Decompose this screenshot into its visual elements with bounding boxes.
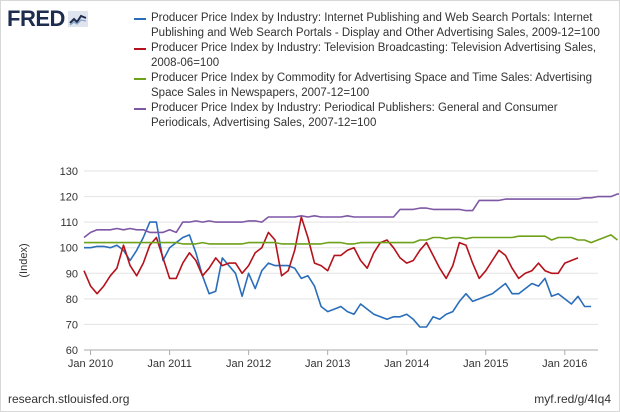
legend-entry: Producer Price Index by Industry: Televi… (134, 41, 614, 70)
series-line (84, 221, 592, 328)
fred-logo-text: FRED (7, 6, 65, 31)
x-tick-label: Jan 2014 (384, 358, 429, 370)
y-tick-label: 60 (66, 345, 78, 357)
legend-swatch (134, 48, 146, 50)
legend-swatch (134, 78, 146, 80)
y-tick-label: 90 (66, 268, 78, 280)
y-tick-label: 120 (60, 192, 78, 204)
legend-swatch (134, 18, 146, 20)
x-tick-label: Jan 2015 (463, 358, 508, 370)
series-line (83, 216, 579, 295)
legend-label: Producer Price Index by Industry: Period… (151, 102, 558, 129)
y-tick-label: 80 (66, 294, 78, 306)
x-tick-label: Jan 2012 (226, 358, 271, 370)
fred-logo[interactable]: FRED (7, 5, 88, 33)
series-line (83, 193, 619, 239)
legend-entry: Producer Price Index by Industry: Intern… (134, 11, 614, 40)
legend-label: Producer Price Index by Industry: Televi… (151, 42, 597, 69)
y-tick-label: 100 (60, 243, 78, 255)
trend-line-icon (67, 11, 88, 27)
x-tick-label: Jan 2010 (68, 358, 113, 370)
x-tick-label: Jan 2016 (542, 358, 587, 370)
y-tick-label: 110 (60, 217, 78, 229)
legend-entry: Producer Price Index by Commodity for Ad… (134, 71, 614, 100)
y-axis-label: (Index) (18, 243, 30, 277)
legend-label: Producer Price Index by Commodity for Ad… (151, 72, 593, 99)
chart-legend: Producer Price Index by Industry: Intern… (134, 11, 614, 131)
y-tick-label: 70 (66, 319, 78, 331)
x-tick-label: Jan 2011 (147, 358, 191, 370)
legend-label: Producer Price Index by Industry: Intern… (151, 12, 600, 39)
y-tick-label: 130 (60, 166, 78, 178)
short-link[interactable]: myf.red/g/4Iq4 (534, 392, 611, 406)
x-tick-label: Jan 2013 (305, 358, 350, 370)
legend-swatch (134, 108, 146, 110)
source-link[interactable]: research.stlouisfed.org (8, 392, 130, 406)
legend-entry: Producer Price Index by Industry: Period… (134, 101, 614, 130)
series-line (84, 234, 618, 245)
